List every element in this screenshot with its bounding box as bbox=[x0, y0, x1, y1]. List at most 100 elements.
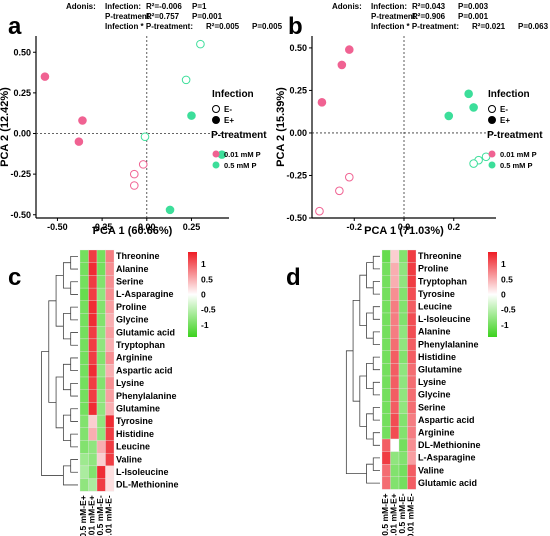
heatmap-cell bbox=[398, 287, 408, 301]
legend-tick-label: 0.5 bbox=[501, 274, 513, 284]
dendrogram-branch bbox=[70, 382, 78, 397]
row-label: Arginine bbox=[418, 427, 455, 437]
dendrogram-branch bbox=[352, 300, 360, 402]
heatmap-cell bbox=[88, 262, 98, 276]
dendrogram-branch bbox=[372, 407, 380, 421]
dendrogram-branch bbox=[366, 363, 374, 389]
legend-marker-teal bbox=[212, 161, 220, 169]
heatmap-cell bbox=[96, 351, 106, 365]
adonis-term: P-treatment: bbox=[371, 12, 418, 21]
y-tick-label: 0.50 bbox=[13, 47, 31, 57]
row-label: Aspartic acid bbox=[116, 365, 173, 375]
data-point bbox=[40, 72, 50, 81]
heatmap-cell bbox=[398, 401, 408, 414]
data-point bbox=[481, 152, 491, 162]
heatmap-cell bbox=[79, 249, 89, 263]
dendrogram-branch bbox=[372, 255, 380, 270]
data-point bbox=[344, 45, 354, 54]
heatmap-cell bbox=[79, 300, 89, 314]
data-point bbox=[444, 111, 454, 121]
adonis-p: P=1 bbox=[192, 2, 207, 11]
row-label: DL-Methionine bbox=[116, 480, 179, 490]
legend-marker-filled bbox=[488, 116, 496, 124]
heatmap-cell bbox=[407, 401, 417, 414]
heatmap-cell bbox=[79, 364, 89, 378]
heatmap-cell bbox=[390, 275, 400, 288]
heatmap-cell bbox=[381, 401, 391, 414]
dendrogram-branch bbox=[62, 262, 71, 289]
legend-tick-label: -1 bbox=[501, 320, 509, 330]
heatmap-cell bbox=[390, 464, 400, 477]
y-tick-label: -0.50 bbox=[286, 213, 307, 223]
dendrogram-branch bbox=[70, 357, 78, 372]
heatmap-cell bbox=[390, 413, 400, 427]
heatmap-cell bbox=[79, 351, 89, 365]
row-label: Aspartic acid bbox=[418, 415, 475, 425]
heatmap-cell bbox=[390, 262, 400, 276]
column-label: 0.01 mM-E+ bbox=[86, 495, 96, 536]
heatmap-cell bbox=[88, 338, 98, 352]
row-label: Alanine bbox=[418, 327, 451, 337]
legend-tick-label: -0.5 bbox=[501, 305, 516, 315]
heatmap-cell bbox=[398, 413, 408, 427]
panel-letter: c bbox=[8, 264, 21, 291]
y-tick-label: -0.25 bbox=[286, 170, 307, 180]
row-label: Threonine bbox=[116, 251, 160, 261]
heatmap-cell bbox=[390, 287, 400, 301]
heatmap-cell bbox=[381, 275, 391, 288]
heatmap-cell bbox=[398, 426, 408, 440]
heatmap-cell bbox=[398, 275, 408, 288]
dendrogram-branch bbox=[41, 351, 64, 476]
heatmap-cell bbox=[407, 388, 417, 402]
heatmap-cell bbox=[79, 440, 89, 454]
y-tick-label: 0.25 bbox=[13, 88, 31, 98]
heatmap-cell bbox=[398, 388, 408, 402]
heatmap-cell bbox=[88, 402, 98, 416]
heatmap-cell bbox=[407, 350, 417, 364]
heatmap-cell bbox=[390, 401, 400, 414]
heatmap-cell bbox=[88, 249, 98, 263]
heatmap-cell bbox=[398, 375, 408, 389]
heatmap-cell bbox=[390, 249, 400, 263]
heatmap-cell bbox=[390, 350, 400, 364]
heatmap-cell bbox=[105, 249, 115, 263]
heatmap-cell bbox=[381, 287, 391, 301]
legend-item: E+ bbox=[224, 116, 234, 125]
heatmap-cell bbox=[407, 312, 417, 326]
dendrogram-branch bbox=[70, 255, 78, 270]
dendrogram-branch bbox=[62, 313, 71, 340]
heatmap-cell bbox=[381, 312, 391, 326]
row-label: Glutamic acid bbox=[116, 327, 175, 337]
panel-letter: b bbox=[288, 13, 303, 40]
legend-marker-open bbox=[212, 105, 220, 113]
dendrogram-branch bbox=[55, 275, 64, 327]
row-label: Glutamic acid bbox=[418, 478, 477, 488]
heatmap-cell bbox=[398, 312, 408, 326]
row-label: Proline bbox=[418, 264, 449, 274]
heatmap-cell bbox=[79, 338, 89, 352]
heatmap-cell bbox=[96, 364, 106, 378]
dendrogram-branch bbox=[55, 376, 64, 429]
heatmap-cell bbox=[407, 451, 417, 465]
column-label: 0.01 mM-E- bbox=[405, 493, 415, 536]
row-label: Leucine bbox=[418, 301, 452, 311]
heatmap-cell bbox=[381, 464, 391, 477]
legend-item: 0.5 mM P bbox=[500, 161, 533, 170]
heatmap-cell bbox=[105, 453, 115, 467]
heatmap-cell bbox=[96, 326, 106, 340]
heatmap-cell bbox=[105, 427, 115, 441]
heatmap-cell bbox=[96, 414, 106, 428]
row-label: Lysine bbox=[116, 378, 144, 388]
legend-marker-teal bbox=[488, 161, 496, 169]
y-tick-label: 0.00 bbox=[289, 128, 307, 138]
data-point bbox=[196, 39, 205, 49]
heatmap-cell bbox=[407, 426, 417, 440]
heatmap-panel-c: c Threonine Alanine Serine L-Asparagine Proli… bbox=[8, 249, 216, 536]
adonis-r2: R²=0.005 bbox=[206, 22, 240, 31]
heatmap-cell bbox=[398, 363, 408, 377]
heatmap-cell bbox=[398, 325, 408, 339]
heatmap-cell bbox=[105, 414, 115, 428]
dendrogram-branch bbox=[372, 432, 380, 446]
heatmap-cell bbox=[381, 388, 391, 402]
